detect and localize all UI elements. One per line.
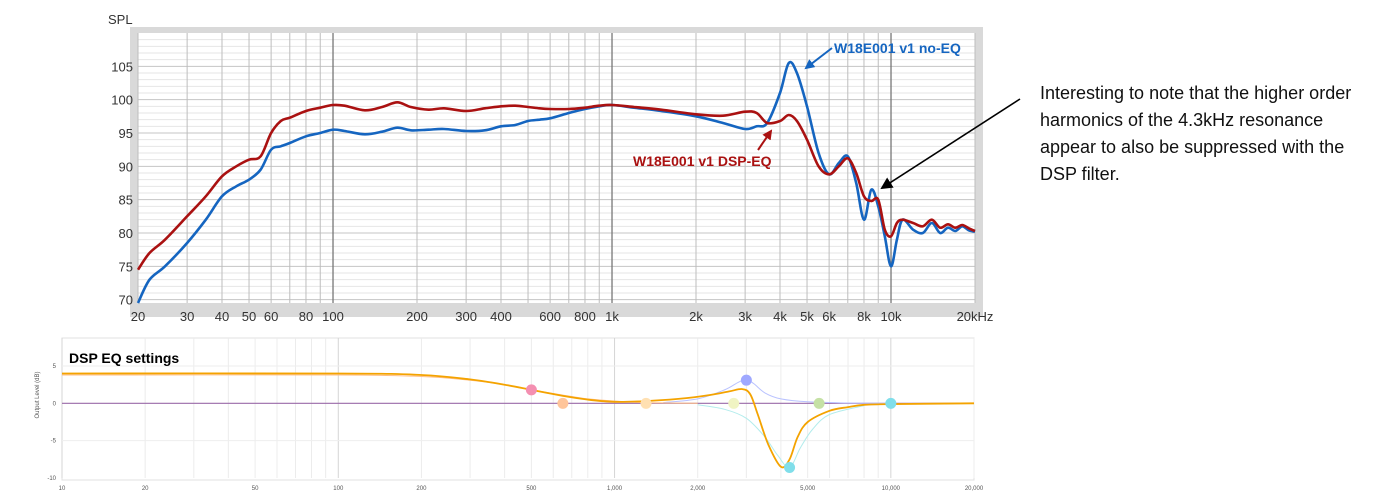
eq-filter-nodes xyxy=(525,374,897,474)
eq-x-tick-label: 10 xyxy=(59,486,66,492)
eq-x-tick-label: 20 xyxy=(142,486,149,492)
eq-x-tick-label: 200 xyxy=(416,486,427,492)
series-dsp-eq-line xyxy=(136,101,976,271)
x-tick-label: 40 xyxy=(215,309,229,324)
annotation-text: Interesting to note that the higher orde… xyxy=(1040,83,1352,184)
annotation-arrow xyxy=(880,98,1021,190)
x-tick-label: 3k xyxy=(738,309,752,324)
spl-series xyxy=(136,60,976,304)
spl-axis-label: SPL xyxy=(108,12,133,27)
eq-filter-node-handle[interactable] xyxy=(525,384,537,396)
eq-y-tick-label: 5 xyxy=(53,364,57,370)
eq-x-tick-label: 100 xyxy=(333,486,344,492)
legend-dsp-eq-label: W18E001 v1 DSP-EQ xyxy=(633,153,772,169)
eq-filter-node-handle[interactable] xyxy=(640,397,652,409)
x-tick-label: 200 xyxy=(406,309,428,324)
eq-x-tick-label: 2,000 xyxy=(690,486,706,492)
y-tick-label: 95 xyxy=(119,126,133,141)
y-tick-label: 100 xyxy=(111,93,133,108)
y-tick-label: 75 xyxy=(119,259,133,274)
eq-total-curve xyxy=(61,372,975,469)
x-tick-label: 50 xyxy=(242,309,256,324)
x-tick-label: 600 xyxy=(539,309,561,324)
eq-tick-labels: 10 20 50 100 200 500 1,000 2,000 5,000 10,000 20,0… xyxy=(47,364,984,492)
legend-no-eq-arrow xyxy=(804,47,833,70)
x-tick-label: 8k xyxy=(857,309,871,324)
y-tick-label: 70 xyxy=(119,293,133,308)
eq-x-tick-label: 50 xyxy=(252,486,259,492)
eq-chart-title: DSP EQ settings xyxy=(69,350,179,366)
x-tick-label: 10k xyxy=(881,309,902,324)
eq-y-tick-label: 0 xyxy=(53,401,57,407)
y-tick-label: 85 xyxy=(119,193,133,208)
eq-x-tick-label: 5,000 xyxy=(800,486,816,492)
y-tick-label: 105 xyxy=(111,59,133,74)
eq-filter-node-handle[interactable] xyxy=(740,374,752,386)
eq-x-tick-label: 10,000 xyxy=(882,486,901,492)
x-tick-label: 80 xyxy=(299,309,313,324)
eq-x-tick-label: 20,000 xyxy=(965,486,984,492)
legend-dsp-eq-arrow xyxy=(757,129,773,151)
spl-tick-labels: 20 30 40 50 60 80 100 200 300 400 600 800 1k 2k 3k 4k 5k… xyxy=(111,59,993,324)
x-tick-label: 5k xyxy=(800,309,814,324)
eq-y-tick-label: -10 xyxy=(47,476,56,482)
x-tick-label: 300 xyxy=(455,309,477,324)
x-tick-label: 800 xyxy=(574,309,596,324)
x-tick-label: 20kHz xyxy=(957,309,994,324)
eq-plot-area xyxy=(61,337,975,481)
eq-y-axis-label: Output Level (dB) xyxy=(35,371,41,418)
y-tick-label: 80 xyxy=(119,226,133,241)
x-tick-label: 6k xyxy=(822,309,836,324)
x-tick-label: 4k xyxy=(773,309,787,324)
eq-y-tick-label: -5 xyxy=(51,439,57,445)
x-tick-label: 30 xyxy=(180,309,194,324)
x-tick-label: 60 xyxy=(264,309,278,324)
x-tick-label: 400 xyxy=(490,309,512,324)
x-tick-label: 2k xyxy=(689,309,703,324)
eq-x-tick-label: 1,000 xyxy=(607,486,623,492)
x-tick-label: 100 xyxy=(322,309,344,324)
spl-grid xyxy=(137,33,976,303)
eq-filter-node-handle[interactable] xyxy=(813,397,825,409)
eq-filter-node-handle[interactable] xyxy=(885,397,897,409)
eq-filter-node-handle[interactable] xyxy=(784,462,796,474)
eq-filter-node-handle[interactable] xyxy=(557,397,569,409)
eq-x-tick-label: 500 xyxy=(526,486,537,492)
legend-no-eq-label: W18E001 v1 no-EQ xyxy=(834,40,961,56)
y-tick-label: 90 xyxy=(119,159,133,174)
x-tick-label: 20 xyxy=(131,309,145,324)
eq-band-curve xyxy=(697,404,865,469)
eq-filter-node-handle[interactable] xyxy=(728,397,740,409)
x-tick-label: 1k xyxy=(605,309,619,324)
